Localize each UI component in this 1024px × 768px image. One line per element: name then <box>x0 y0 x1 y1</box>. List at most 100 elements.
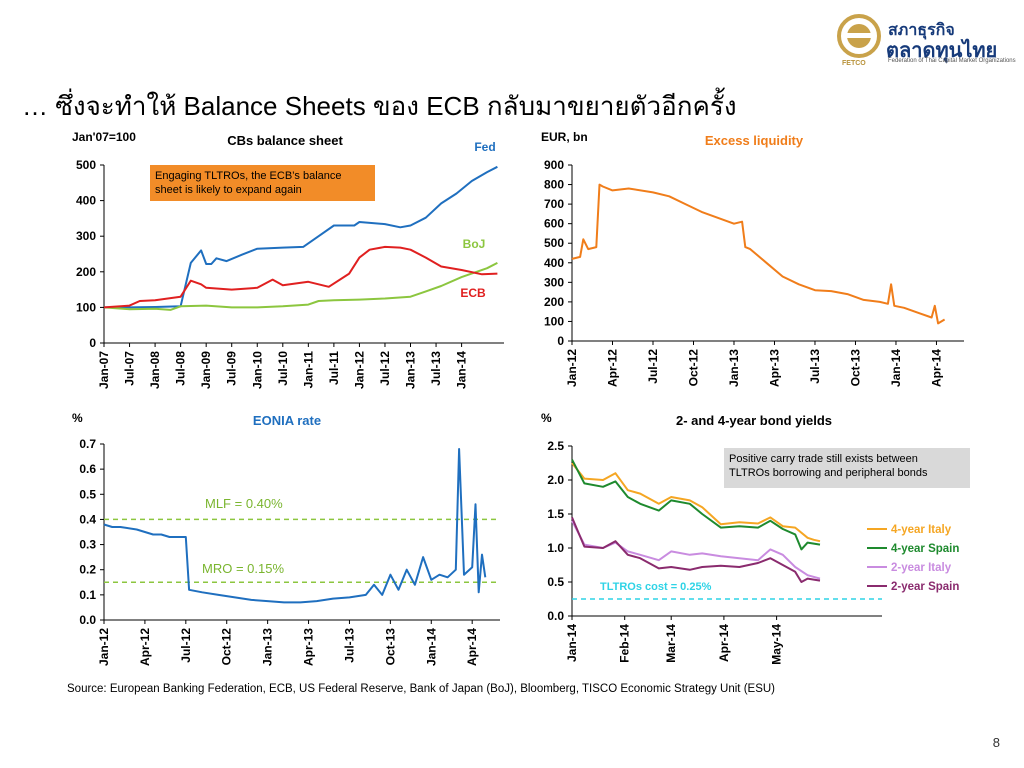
chart1-xtick-label: Jan-08 <box>148 351 162 389</box>
chart2-xtick-label: Jan-13 <box>727 349 741 387</box>
chart2-ytick-label: 600 <box>544 217 564 231</box>
chart1-xtick-label: Jul-10 <box>276 351 290 386</box>
chart2-xtick-label: Apr-12 <box>605 349 619 387</box>
chart1-xtick-label: Jan-11 <box>301 351 315 389</box>
chart3-xtick-label: Oct-12 <box>220 628 234 666</box>
chart4-title: 2- and 4-year bond yields <box>676 413 832 428</box>
chart4-legend-entry: 4-year Spain <box>891 543 959 555</box>
chart3-series-line-1 <box>103 448 487 604</box>
chart1-series-line-1 <box>104 165 498 309</box>
chart1-annotation-box <box>150 165 375 201</box>
chart2-xtick-label: Oct-12 <box>686 349 700 387</box>
chart3-xtick-label: Jan-14 <box>424 628 438 666</box>
chart1-ytick-label: 500 <box>76 158 96 172</box>
chart2-ytick-label: 900 <box>544 158 564 172</box>
chart1-ytick-label: 0 <box>89 336 96 350</box>
chart3-xtick-label: Jul-12 <box>179 628 193 663</box>
logo-mark: FETCO <box>842 60 866 67</box>
chart4-series-line-1 <box>571 462 821 543</box>
chart3-xtick-label: Apr-14 <box>465 628 479 666</box>
chart3-ytick-label: 0.3 <box>79 538 96 552</box>
logo-subtitle: Federation of Thai Capital Market Organi… <box>888 58 1016 64</box>
chart2-ytick-label: 700 <box>544 197 564 211</box>
chart2-ytick-label: 0 <box>557 334 564 348</box>
chart1-ytick-label: 100 <box>76 300 96 314</box>
chart4-ytick-label: 2.5 <box>547 439 564 453</box>
chart1-ytick-label: 200 <box>76 265 96 279</box>
chart1-xtick-label: Jan-10 <box>250 351 264 389</box>
chart1-xtick-label: Jul-07 <box>123 351 137 386</box>
chart2-ytick-label: 300 <box>544 275 564 289</box>
chart1-annotation-text: Engaging TLTROs, the ECB’s balance sheet … <box>155 170 342 196</box>
chart3-refline-label: MRO = 0.15% <box>202 561 284 576</box>
chart1-series-label: Fed <box>474 140 495 154</box>
chart1-xtick-label: Jul-12 <box>378 351 392 386</box>
chart1-title: CBs balance sheet <box>227 133 343 148</box>
chart4-xtick-label: May-14 <box>770 624 784 665</box>
chart3-xtick-label: Apr-12 <box>138 628 152 666</box>
chart1-series-line-2 <box>103 262 498 311</box>
chart3-refline-label: MLF = 0.40% <box>205 496 283 511</box>
chart2-ytick-label: 100 <box>544 314 564 328</box>
chart4-xtick-label: Jan-14 <box>565 624 579 662</box>
chart3-title: EONIA rate <box>253 413 321 428</box>
chart4-ytick-label: 1.0 <box>547 541 564 555</box>
chart2-ytick-label: 400 <box>544 256 564 270</box>
chart3-xtick-label: Jan-13 <box>261 628 275 666</box>
chart1-xtick-label: Jul-11 <box>327 351 341 385</box>
chart3-xtick-label: Jan-12 <box>97 628 111 666</box>
chart2-series-line-1 <box>571 183 946 325</box>
chart3-ytick-label: 0.7 <box>79 437 96 451</box>
chart3-xtick-label: Oct-13 <box>383 628 397 666</box>
chart2-ytick-label: 500 <box>544 236 564 250</box>
chart1-xtick-label: Jan-09 <box>199 351 213 389</box>
chart3-ylabel: % <box>72 411 83 425</box>
chart2-xtick-label: Jul-13 <box>808 349 822 384</box>
chart4-ytick-label: 1.5 <box>547 507 564 521</box>
chart4-series-line-2 <box>571 459 821 551</box>
chart4-series-line-3 <box>571 520 821 580</box>
chart1-xtick-label: Jan-07 <box>97 351 111 389</box>
chart2-xtick-label: Oct-13 <box>848 349 862 387</box>
chart4-ytick-label: 0.0 <box>547 609 564 623</box>
logo-line-1: สภาธุรกิจ <box>888 22 955 39</box>
chart4-ytick-label: 2.0 <box>547 473 564 487</box>
chart4-legend-entry: 2-year Spain <box>891 581 959 593</box>
chart1-xtick-label: Jul-13 <box>429 351 443 386</box>
chart2-ytick-label: 200 <box>544 295 564 309</box>
chart3-xtick-label: Apr-13 <box>302 628 316 666</box>
logo-emblem-icon <box>837 14 881 58</box>
chart4-xtick-label: Feb-14 <box>618 624 632 663</box>
chart3-ytick-label: 0.0 <box>79 613 96 627</box>
chart4-xtick-label: Mar-14 <box>664 624 678 663</box>
chart1-ytick-label: 400 <box>76 194 96 208</box>
chart4-ylabel: % <box>541 411 552 425</box>
chart3-ytick-label: 0.2 <box>79 563 96 577</box>
chart2-ytick-label: 800 <box>544 178 564 192</box>
chart2-xtick-label: Jul-12 <box>646 349 660 384</box>
chart1-series-label: ECB <box>460 286 486 300</box>
chart1-xtick-label: Jan-12 <box>352 351 366 389</box>
slide-title: … ซึ่งจะทำให้ Balance Sheets ของ ECB กลั… <box>22 91 737 121</box>
chart4-ytick-label: 0.5 <box>547 575 564 589</box>
chart2-title: Excess liquidity <box>705 133 804 148</box>
chart2-ylabel: EUR, bn <box>541 130 588 144</box>
chart4-annotation-text: Positive carry trade still exists betwee… <box>729 453 928 479</box>
chart4-legend-entry: 2-year Italy <box>891 562 952 574</box>
chart4-annotation-box <box>724 448 970 488</box>
chart2-xtick-label: Jan-12 <box>565 349 579 387</box>
fetco-logo: สภาธุรกิจ ตลาดทุนไทย Federation of Thai … <box>836 14 1016 67</box>
chart2-xtick-label: Apr-14 <box>929 349 943 387</box>
chart2-xtick-label: Apr-13 <box>767 349 781 387</box>
chart4-xtick-label: Apr-14 <box>717 624 731 662</box>
chart4-refline-label: TLTROs cost = 0.25% <box>600 581 712 593</box>
source-note: Source: European Banking Federation, ECB… <box>67 683 776 695</box>
chart1-ylabel: Jan'07=100 <box>72 130 136 144</box>
chart4-series-line-4 <box>571 517 821 583</box>
chart1-series-label: BoJ <box>463 237 486 251</box>
chart3-ytick-label: 0.5 <box>79 487 96 501</box>
chart3-ytick-label: 0.6 <box>79 462 96 476</box>
chart-area: CBs balance sheet Jan'07=100 0 100 200 300 400… <box>72 130 970 666</box>
chart1-xtick-label: Jan-13 <box>404 351 418 389</box>
chart1-xtick-label: Jan-14 <box>455 351 469 389</box>
